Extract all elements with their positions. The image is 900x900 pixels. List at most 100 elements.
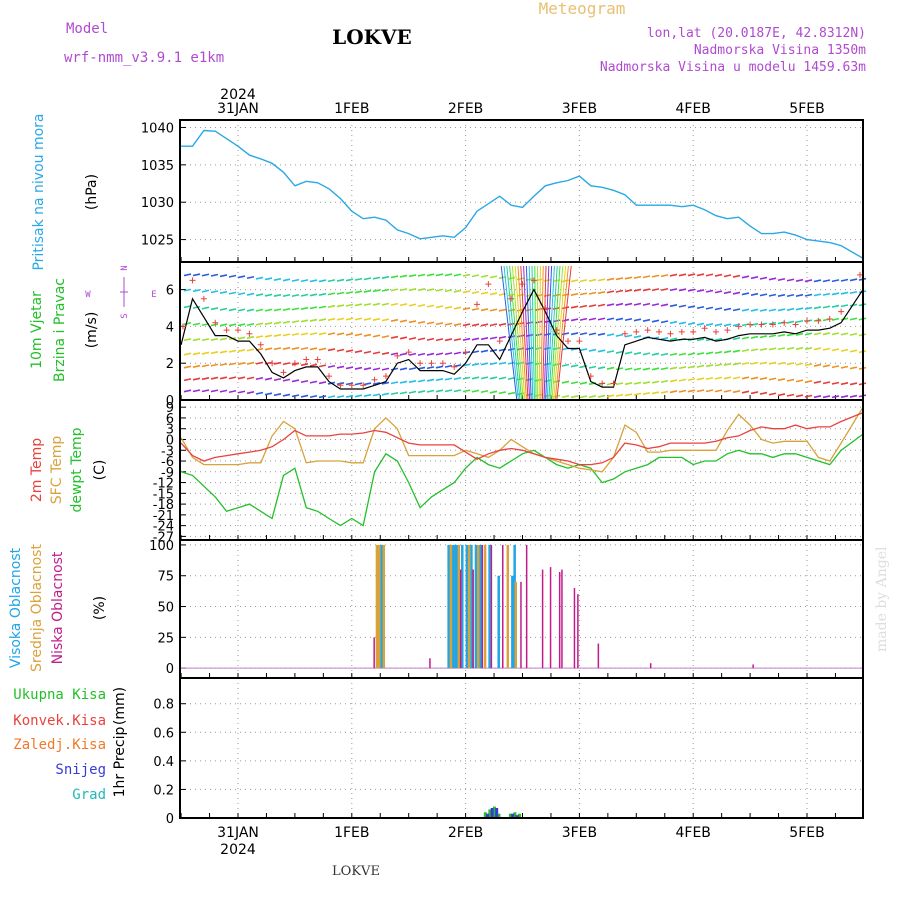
wind-barb xyxy=(551,265,564,401)
wind-barb xyxy=(435,288,444,292)
y-tick-label: 0.8 xyxy=(153,698,174,713)
cloud-ylabel-high: Visoka Oblacnost xyxy=(8,547,24,668)
wind-barb xyxy=(417,273,426,277)
top-day-label: 4FEB xyxy=(675,101,710,117)
wind-barb xyxy=(480,323,489,327)
wind-barb xyxy=(795,346,804,350)
wind-barb xyxy=(732,274,741,278)
wind-barb xyxy=(372,302,381,306)
wind-barb xyxy=(642,352,651,356)
wind-barb xyxy=(354,382,363,386)
wind-barb xyxy=(480,308,489,312)
wind-barb xyxy=(660,352,669,356)
wind-barb xyxy=(597,278,606,282)
wind-barb xyxy=(273,361,282,365)
wind-barb xyxy=(444,322,453,326)
wind-barb xyxy=(201,364,210,368)
wind-barb xyxy=(327,317,336,321)
wind-barb xyxy=(246,391,255,395)
wind-barb xyxy=(453,323,462,327)
wind-barb xyxy=(219,389,228,393)
wind-barb xyxy=(471,350,480,354)
wind-barb xyxy=(849,366,858,370)
wind-barb xyxy=(210,307,219,311)
bottom-day-label: 31JAN xyxy=(217,825,259,841)
wind-barb xyxy=(309,347,318,351)
wind-barb xyxy=(714,323,723,327)
top-day-label: 31JAN xyxy=(217,101,259,117)
wind-barb xyxy=(795,332,804,336)
wind-barb xyxy=(327,279,336,283)
wind-barb xyxy=(714,273,723,277)
wind-barb xyxy=(525,265,532,401)
wind-barb xyxy=(579,395,588,399)
cloud-unit: (%) xyxy=(92,596,108,620)
wind-barb xyxy=(219,307,228,311)
wind-barb xyxy=(345,394,354,398)
top-day-labels: 31JAN 1FEB 2FEB 3FEB 4FEB 5FEB xyxy=(217,101,825,117)
wind-barb xyxy=(192,273,201,277)
wind-barb xyxy=(768,347,777,351)
wind-barb xyxy=(498,308,507,312)
wind-barb xyxy=(849,303,858,307)
wind-barb xyxy=(435,365,444,369)
wind-barb xyxy=(624,334,633,338)
wind-barb xyxy=(534,307,543,312)
wind-barb xyxy=(804,347,813,351)
wind-barb xyxy=(822,381,831,385)
wind-barb xyxy=(471,376,480,380)
wind-barb xyxy=(813,347,822,351)
wind-barb xyxy=(759,347,768,351)
wind-barb xyxy=(381,288,390,292)
wind-barb xyxy=(480,362,489,366)
cloud-bar xyxy=(454,544,457,669)
wind-barb xyxy=(696,364,705,368)
wind-barb xyxy=(210,337,219,341)
wind-barb xyxy=(363,302,372,307)
y-tick-label: 9 xyxy=(166,401,174,416)
wind-barb xyxy=(201,377,210,381)
wind-barb xyxy=(273,393,282,397)
wind-barb xyxy=(687,377,696,382)
cloud-bar xyxy=(465,544,469,669)
wind-barb xyxy=(723,362,732,366)
wind-barb xyxy=(219,376,228,380)
precip-bar xyxy=(495,808,499,818)
wind-barb xyxy=(540,265,544,401)
wind-barb xyxy=(633,302,642,306)
wind-barb xyxy=(417,337,426,341)
wind-barb xyxy=(417,320,426,324)
wind-barb xyxy=(556,265,572,401)
wind-barb xyxy=(822,305,831,309)
wind-barb xyxy=(498,322,507,326)
wind-barb xyxy=(255,361,264,365)
wind-barb xyxy=(651,367,660,371)
wind-barb xyxy=(795,394,804,398)
credit-label: made by Angel xyxy=(874,546,890,652)
wind-barb xyxy=(606,277,615,281)
wind-barb xyxy=(471,307,480,311)
wind-barb xyxy=(390,367,399,371)
wind-gust-mark xyxy=(337,382,344,389)
wind-barb xyxy=(282,378,291,382)
wind-barb xyxy=(426,366,435,370)
wind-barb xyxy=(183,305,192,309)
cloud-bar xyxy=(429,658,431,669)
wind-barb xyxy=(615,333,624,337)
wind-barb xyxy=(399,380,408,384)
wind-barb xyxy=(651,303,660,307)
wind-barb xyxy=(345,303,354,307)
wind-barb xyxy=(183,352,192,356)
wind-barb xyxy=(786,393,795,397)
wind-barb xyxy=(417,366,426,370)
wind-barb xyxy=(327,348,336,352)
wind-barb xyxy=(210,376,219,380)
wind-barb xyxy=(642,381,651,385)
wind-barb xyxy=(354,394,363,398)
wind-barb xyxy=(255,322,264,326)
wind-gust-mark xyxy=(314,356,321,363)
wind-barb xyxy=(624,393,633,397)
bottom-year-label: 2024 xyxy=(220,842,256,858)
wind-barb xyxy=(372,367,381,371)
